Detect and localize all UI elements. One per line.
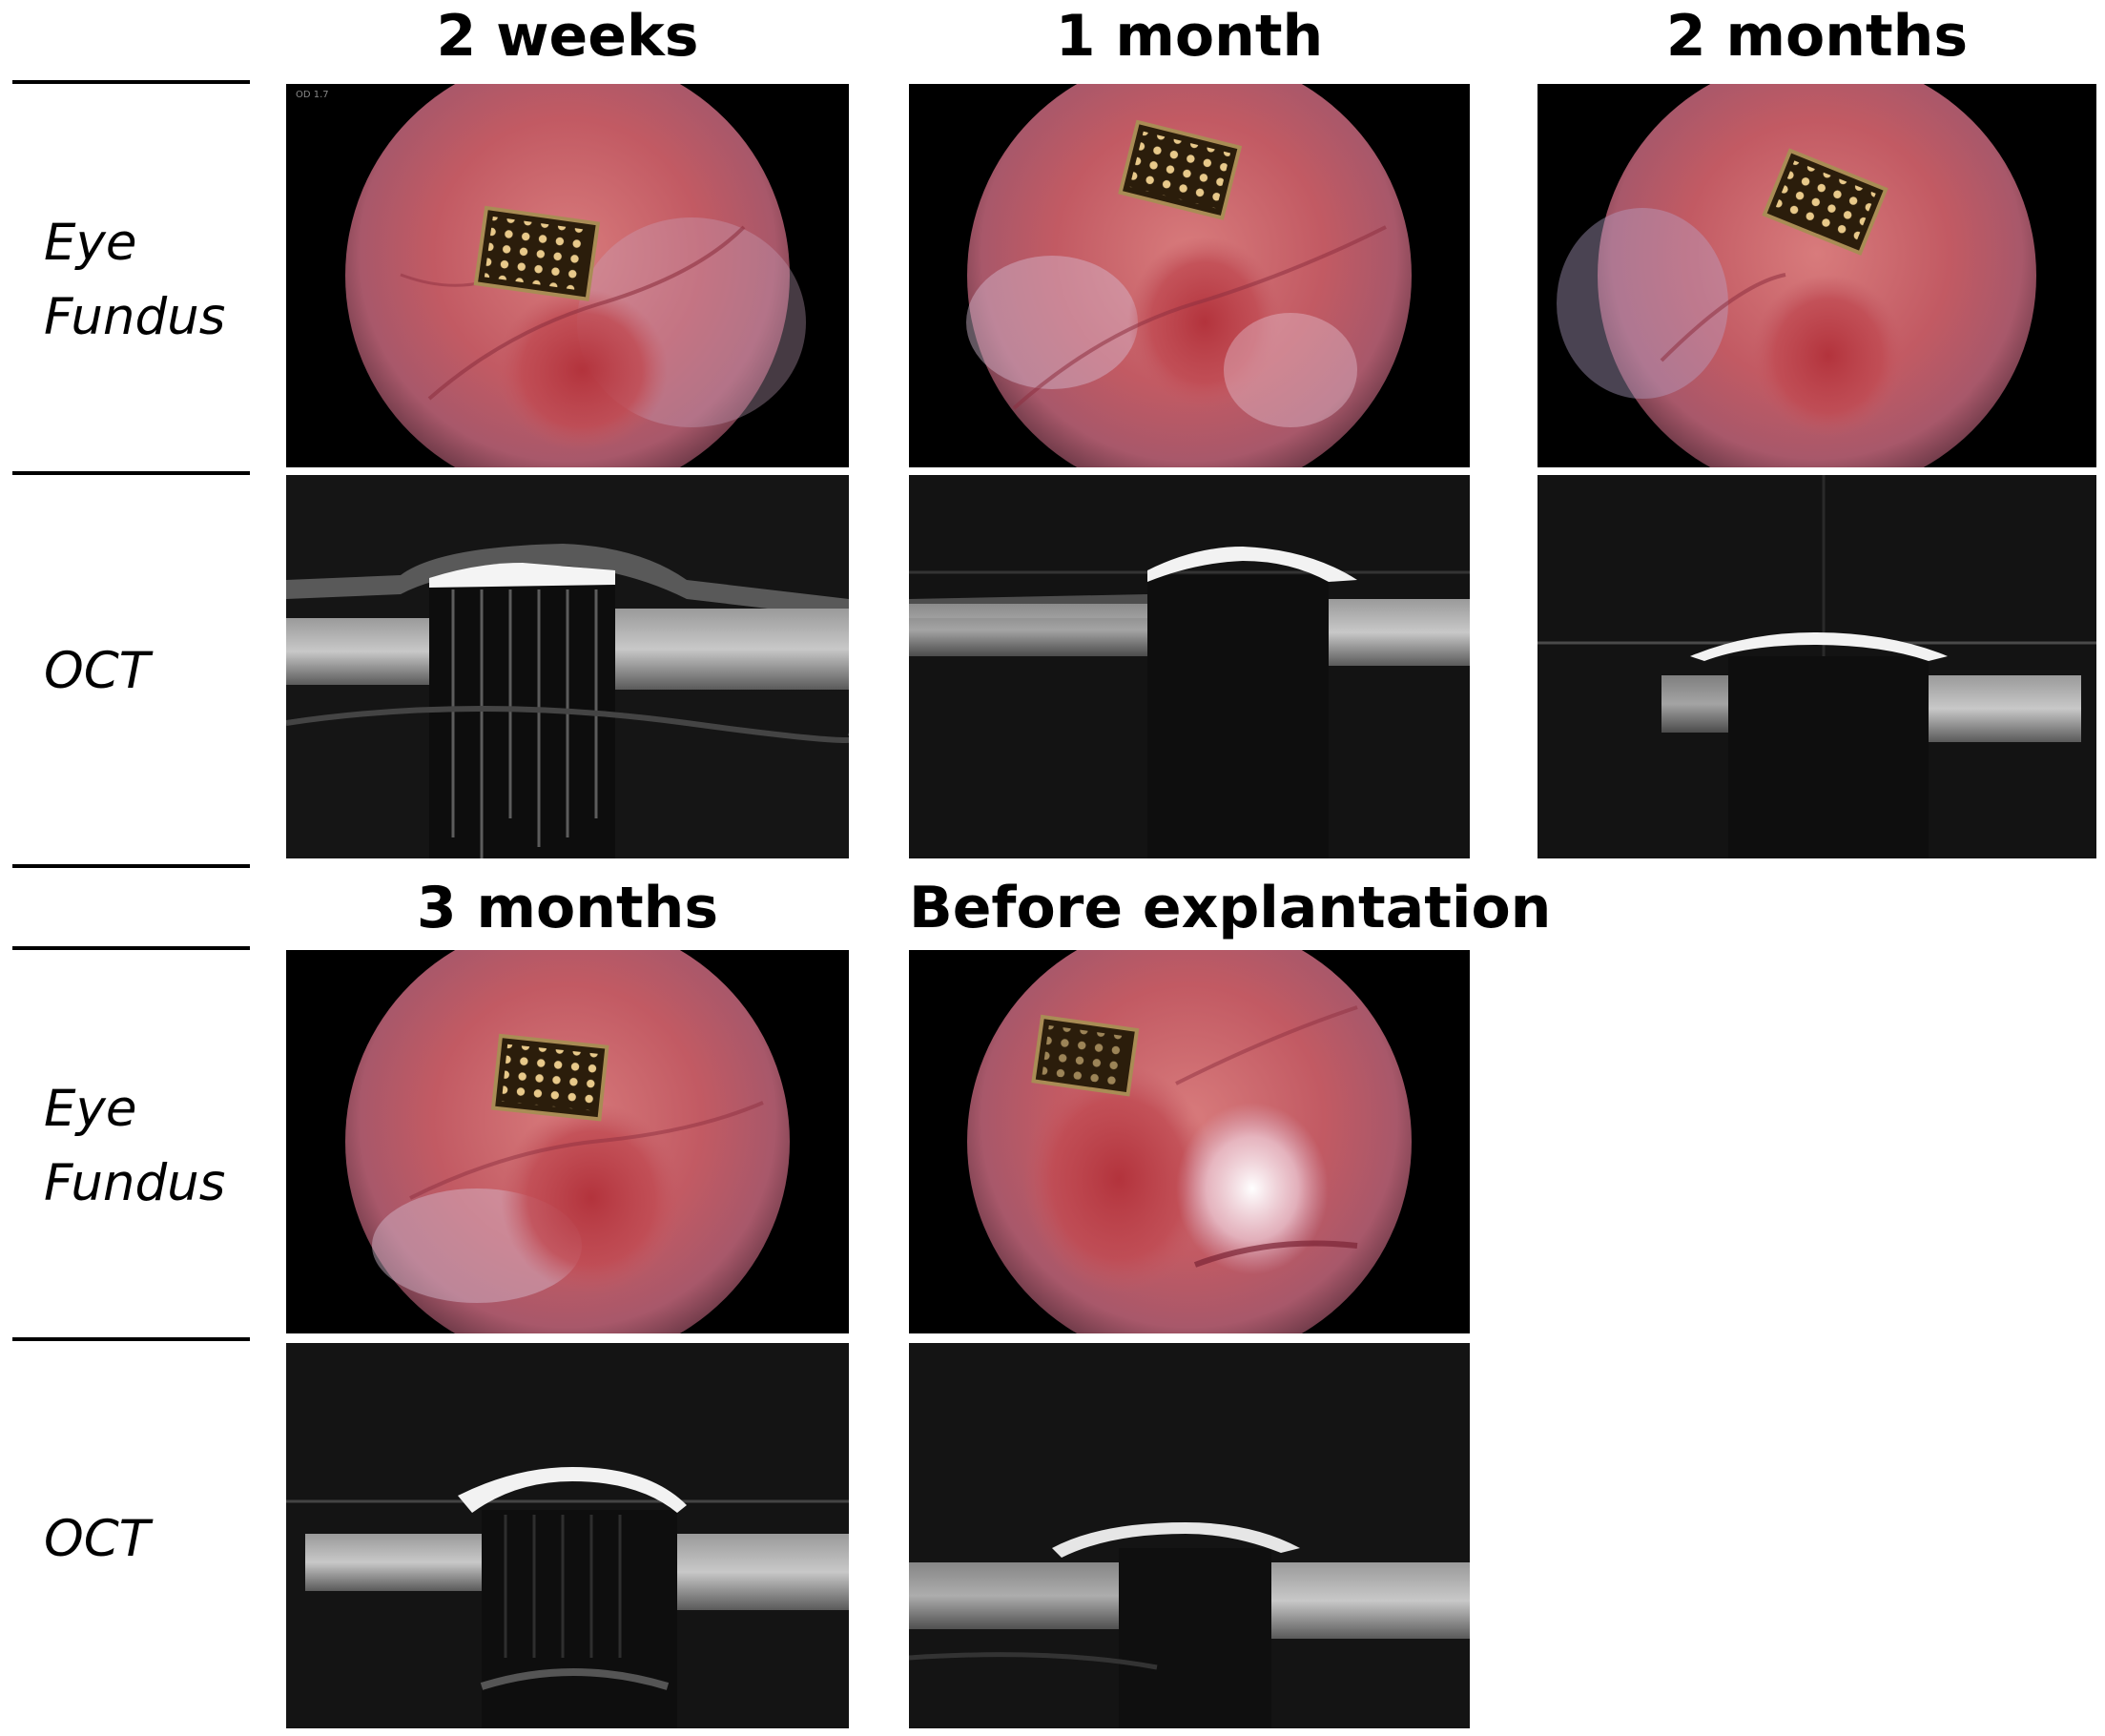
- row-label-fundus-line1: Eye: [44, 214, 137, 272]
- divider-top-2: [12, 946, 250, 950]
- oct-image-3-months: [286, 1343, 849, 1728]
- row-label-oct: OCT: [44, 642, 151, 700]
- row-label-fundus-2: Eye Fundus: [44, 1072, 225, 1221]
- fundus-image-1-month: [909, 84, 1470, 467]
- divider-mid-2: [12, 1337, 250, 1341]
- divider-bottom-1: [12, 864, 250, 868]
- oct-image-before-explantation: [909, 1343, 1470, 1728]
- row-label-fundus-1: Eye Fundus: [44, 206, 225, 355]
- col-title-2-months: 2 months: [1665, 3, 1969, 70]
- row-label-fundus-line2: Fundus: [44, 288, 226, 346]
- row-label-oct-1: OCT: [44, 634, 150, 709]
- col-title-2-weeks: 2 weeks: [436, 3, 699, 70]
- fundus-image-before-explantation: [909, 950, 1470, 1333]
- col-title-1-month: 1 month: [1055, 3, 1324, 70]
- divider-top-1: [12, 80, 250, 84]
- fundus-image-2-months: [1537, 84, 2096, 467]
- oct-image-1-month: [909, 475, 1470, 858]
- fundus-image-2-weeks: OD 1.7: [286, 84, 849, 467]
- oct-image-2-weeks: [286, 475, 849, 858]
- row-label-fundus-line2: Fundus: [44, 1154, 226, 1212]
- col-title-before-explantation: Before explantation: [909, 875, 1552, 941]
- row-label-fundus-line1: Eye: [44, 1080, 137, 1138]
- divider-mid-1: [12, 471, 250, 475]
- row-label-oct-2: OCT: [44, 1502, 150, 1577]
- oct-image-2-months: [1537, 475, 2096, 858]
- row-label-oct: OCT: [44, 1510, 151, 1568]
- svg-text:OD 1.7: OD 1.7: [296, 90, 329, 100]
- col-title-3-months: 3 months: [416, 875, 719, 941]
- fundus-image-3-months: [286, 950, 849, 1333]
